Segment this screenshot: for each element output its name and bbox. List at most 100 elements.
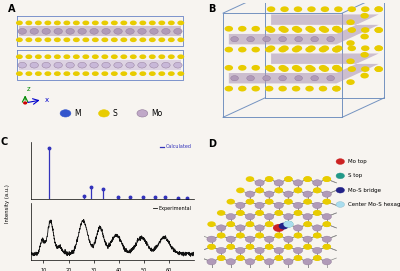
Circle shape	[332, 47, 341, 53]
Circle shape	[263, 37, 270, 42]
Circle shape	[284, 191, 293, 197]
Circle shape	[101, 21, 108, 25]
Circle shape	[111, 71, 118, 76]
Circle shape	[322, 244, 331, 250]
Circle shape	[149, 21, 156, 25]
Circle shape	[231, 37, 238, 42]
Circle shape	[255, 180, 264, 186]
Circle shape	[265, 221, 274, 227]
Circle shape	[177, 54, 184, 59]
Circle shape	[374, 46, 383, 51]
Circle shape	[246, 199, 254, 205]
Circle shape	[284, 214, 293, 220]
Circle shape	[322, 199, 331, 205]
Text: z: z	[27, 86, 30, 92]
Circle shape	[264, 259, 274, 265]
Circle shape	[267, 6, 275, 12]
Circle shape	[294, 188, 302, 193]
Circle shape	[18, 28, 26, 34]
Circle shape	[82, 54, 89, 59]
Circle shape	[284, 236, 293, 242]
Circle shape	[246, 221, 254, 227]
Circle shape	[44, 37, 51, 42]
Circle shape	[265, 47, 274, 53]
Circle shape	[207, 244, 216, 250]
Circle shape	[139, 37, 146, 42]
Circle shape	[92, 71, 99, 76]
Circle shape	[361, 66, 370, 72]
Circle shape	[332, 26, 341, 32]
Circle shape	[246, 199, 254, 205]
Circle shape	[267, 27, 275, 33]
Circle shape	[303, 191, 312, 197]
Circle shape	[294, 233, 302, 238]
Circle shape	[30, 62, 38, 68]
Circle shape	[322, 221, 331, 227]
Circle shape	[177, 37, 184, 42]
Circle shape	[98, 110, 109, 117]
Circle shape	[305, 47, 314, 53]
Text: Mo-S bridge: Mo-S bridge	[348, 188, 380, 193]
Circle shape	[54, 37, 61, 42]
Circle shape	[217, 210, 225, 216]
Circle shape	[44, 21, 51, 25]
Circle shape	[332, 86, 341, 92]
Circle shape	[217, 233, 225, 238]
Circle shape	[274, 188, 283, 193]
Circle shape	[54, 21, 61, 25]
Circle shape	[321, 46, 329, 51]
Circle shape	[303, 176, 312, 182]
Text: C: C	[0, 137, 8, 147]
Circle shape	[63, 71, 70, 76]
Circle shape	[264, 214, 274, 220]
Circle shape	[18, 62, 26, 68]
Circle shape	[111, 54, 118, 59]
Circle shape	[284, 221, 293, 227]
Text: D: D	[208, 139, 216, 149]
Circle shape	[102, 62, 110, 68]
Circle shape	[236, 225, 245, 231]
Circle shape	[348, 46, 356, 51]
Circle shape	[294, 255, 302, 261]
Text: x: x	[44, 97, 48, 103]
Circle shape	[303, 199, 312, 205]
Circle shape	[120, 37, 127, 42]
Circle shape	[54, 28, 62, 34]
Circle shape	[16, 21, 23, 25]
Circle shape	[78, 62, 86, 68]
Circle shape	[16, 37, 23, 42]
Circle shape	[346, 59, 355, 64]
Circle shape	[149, 37, 156, 42]
Circle shape	[327, 76, 334, 81]
Circle shape	[346, 79, 355, 85]
Circle shape	[274, 180, 283, 186]
Circle shape	[226, 199, 235, 205]
Circle shape	[361, 6, 370, 12]
Circle shape	[334, 27, 342, 33]
Circle shape	[284, 199, 293, 205]
Circle shape	[236, 210, 244, 216]
Circle shape	[293, 225, 303, 231]
Circle shape	[245, 236, 254, 242]
Circle shape	[16, 54, 23, 59]
Circle shape	[255, 233, 264, 238]
Circle shape	[294, 210, 302, 216]
Circle shape	[42, 62, 50, 68]
Circle shape	[236, 255, 244, 261]
Circle shape	[102, 28, 110, 34]
Circle shape	[130, 37, 137, 42]
Circle shape	[360, 13, 369, 19]
Circle shape	[267, 46, 275, 51]
Circle shape	[92, 21, 99, 25]
Circle shape	[44, 71, 51, 76]
Text: Center Mo-S hexagon: Center Mo-S hexagon	[348, 202, 400, 207]
Circle shape	[265, 26, 274, 32]
Circle shape	[319, 47, 327, 53]
Bar	[19, 60, 181, 70]
Circle shape	[265, 199, 274, 205]
Circle shape	[336, 173, 344, 179]
Circle shape	[284, 259, 293, 265]
Circle shape	[101, 71, 108, 76]
Circle shape	[246, 221, 254, 227]
Circle shape	[217, 255, 225, 261]
